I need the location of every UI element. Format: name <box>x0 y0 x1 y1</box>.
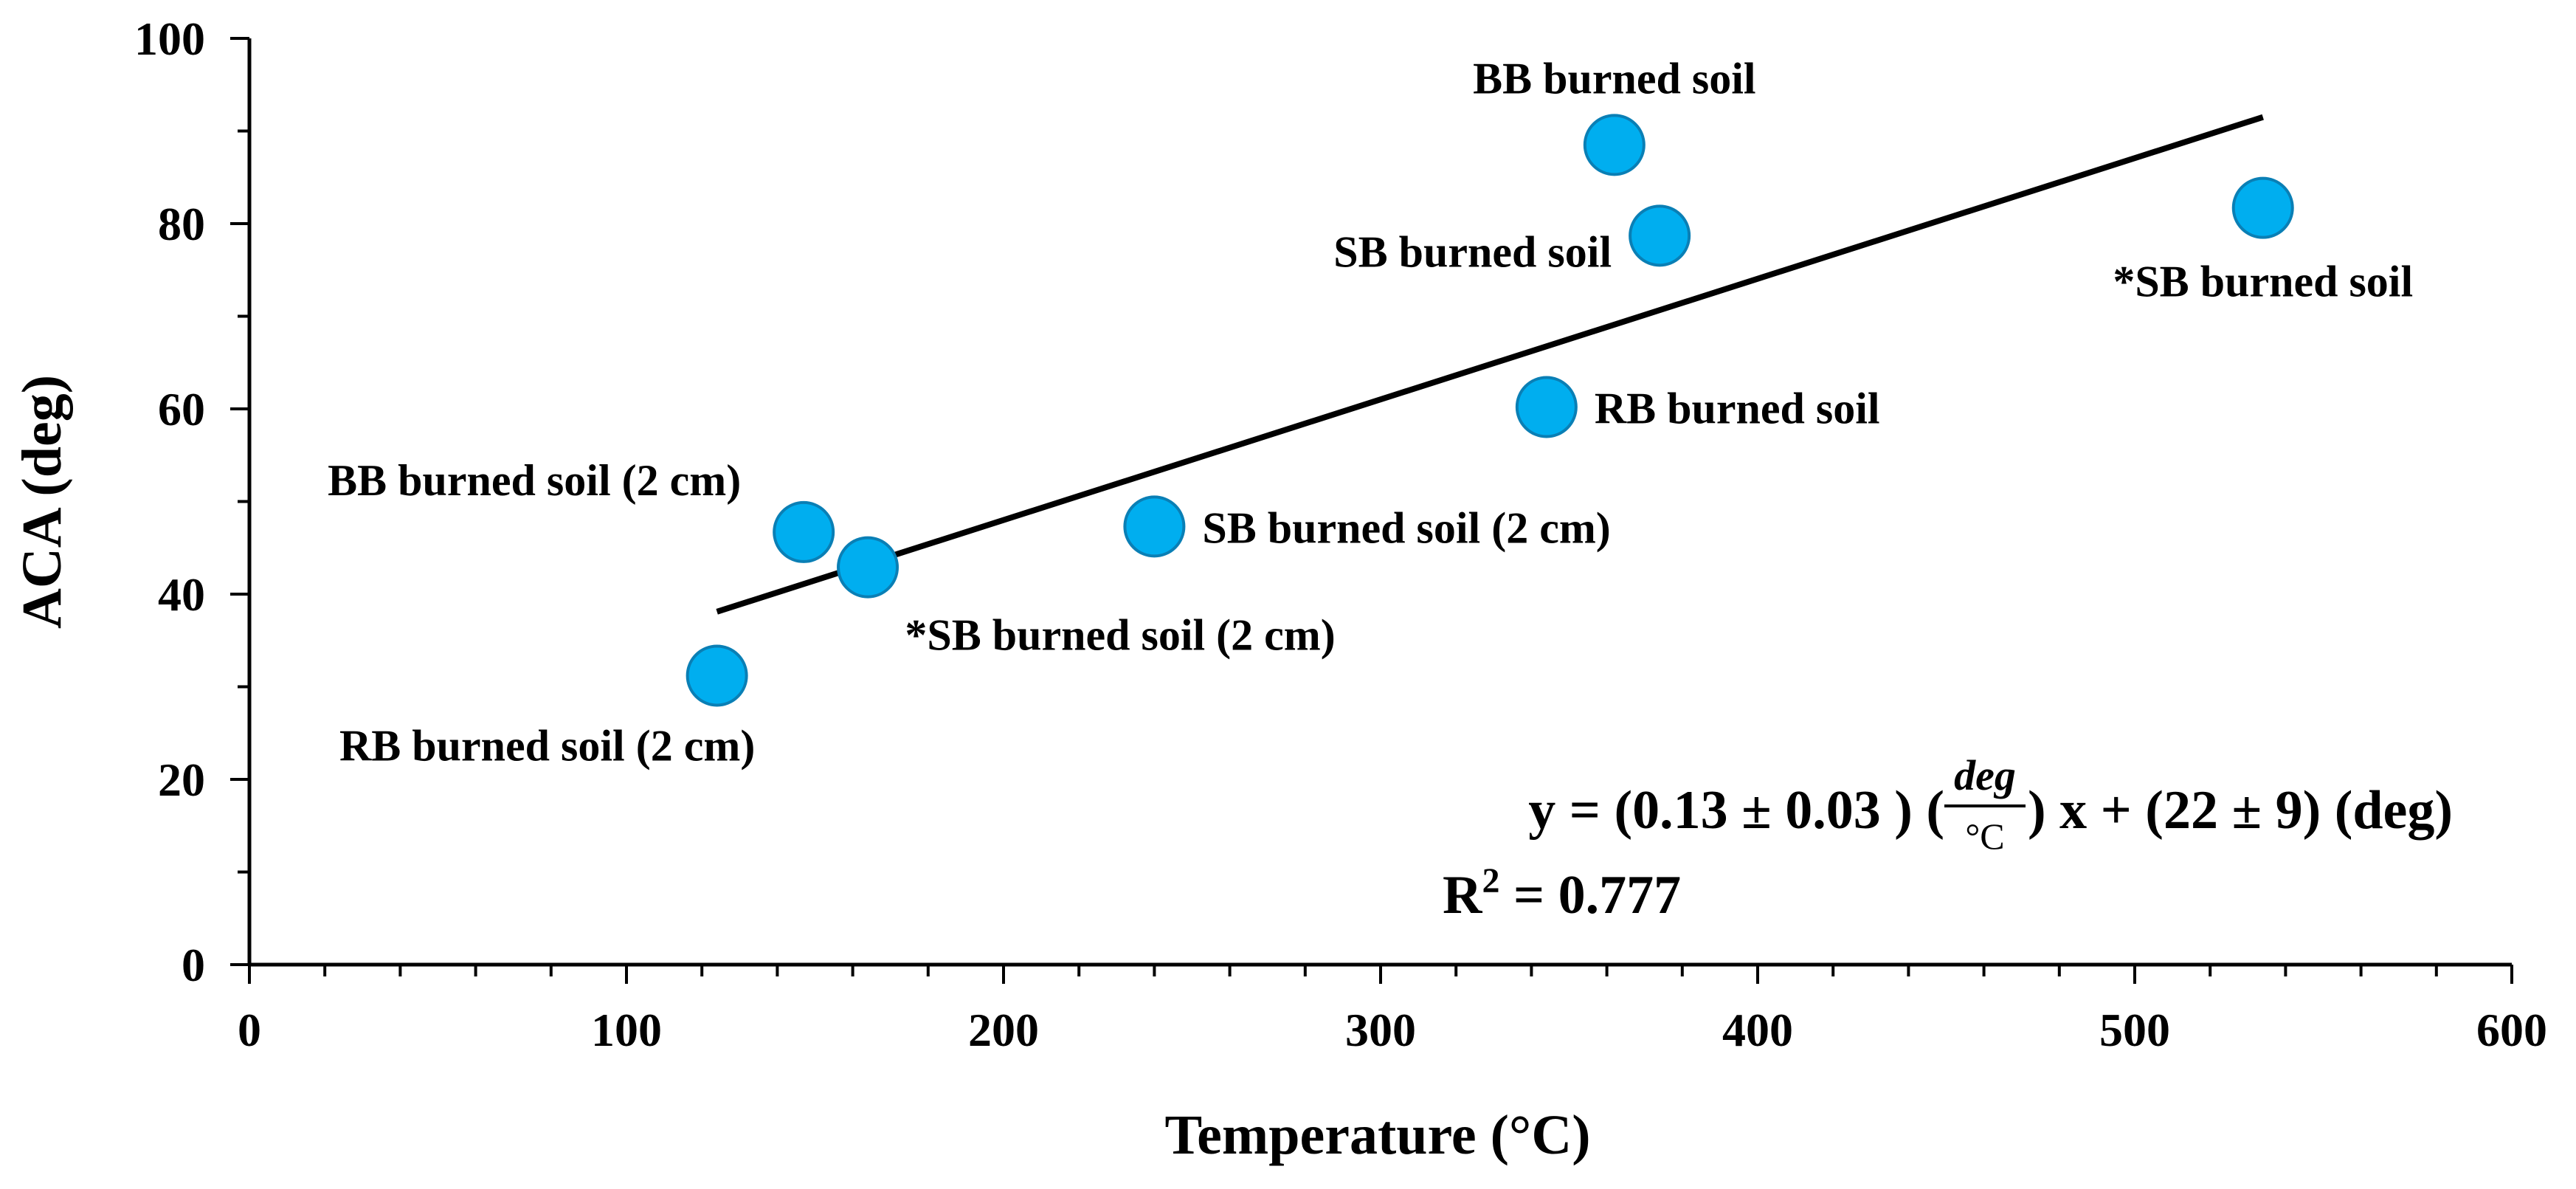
data-point <box>773 500 835 563</box>
x-tick-label: 400 <box>1722 1004 1793 1056</box>
y-tick-label: 100 <box>134 13 205 65</box>
data-point <box>1515 376 1578 438</box>
axis-tick-labels: 0 100 200 300 400 500 600 0 20 40 60 80 100 <box>134 13 2547 1056</box>
data-point <box>686 644 748 707</box>
r-squared-value: = 0.777 <box>1499 865 1681 926</box>
r-squared-base: R <box>1443 865 1483 926</box>
equation-prefix: y = (0.13 ± 0.03 ) ( <box>1528 780 1944 841</box>
data-point <box>2231 176 2294 239</box>
point-label: *SB burned soil <box>2113 258 2413 306</box>
r-squared-superscript: 2 <box>1482 861 1499 900</box>
x-axis-title: Temperature (°C) <box>1164 1104 1590 1166</box>
point-label: *SB burned soil (2 cm) <box>905 611 1335 660</box>
data-point <box>837 536 899 599</box>
y-tick-label: 60 <box>158 383 205 435</box>
y-tick-label: 0 <box>182 939 205 991</box>
x-tick-label: 0 <box>238 1004 261 1056</box>
data-points <box>686 114 2294 707</box>
point-labels: RB burned soil (2 cm) BB burned soil (2 c… <box>328 54 2413 770</box>
x-tick-label: 100 <box>591 1004 662 1056</box>
data-point <box>1629 204 1691 267</box>
point-label: BB burned soil <box>1473 54 1755 103</box>
x-tick-label: 300 <box>1345 1004 1416 1056</box>
point-label: RB burned soil <box>1595 384 1880 432</box>
equation-fraction-denominator: °C <box>1965 816 2004 857</box>
x-tick-label: 500 <box>2099 1004 2170 1056</box>
data-point <box>1123 495 1186 558</box>
point-label: RB burned soil (2 cm) <box>339 721 755 770</box>
fit-line-group <box>716 114 2264 615</box>
y-tick-label: 40 <box>158 568 205 621</box>
point-label: BB burned soil (2 cm) <box>328 456 741 505</box>
y-axis-title: ACA (deg) <box>11 375 73 629</box>
r-squared-text: R2 = 0.777 <box>1443 861 1681 926</box>
regression-equation: y = (0.13 ± 0.03 ) ( deg °C ) x + (22 ± … <box>1443 751 2453 926</box>
point-label: SB burned soil <box>1333 227 1612 276</box>
x-tick-label: 600 <box>2476 1004 2547 1056</box>
point-label: SB burned soil (2 cm) <box>1202 503 1610 552</box>
fit-line <box>716 114 2264 615</box>
equation-fraction-numerator: deg <box>1954 751 2016 799</box>
axis-ticks <box>230 37 2513 984</box>
y-tick-label: 20 <box>158 754 205 806</box>
data-point <box>1583 114 1646 176</box>
y-tick-label: 80 <box>158 198 205 250</box>
x-tick-label: 200 <box>968 1004 1039 1056</box>
equation-suffix: ) x + (22 ± 9) (deg) <box>2028 780 2453 841</box>
